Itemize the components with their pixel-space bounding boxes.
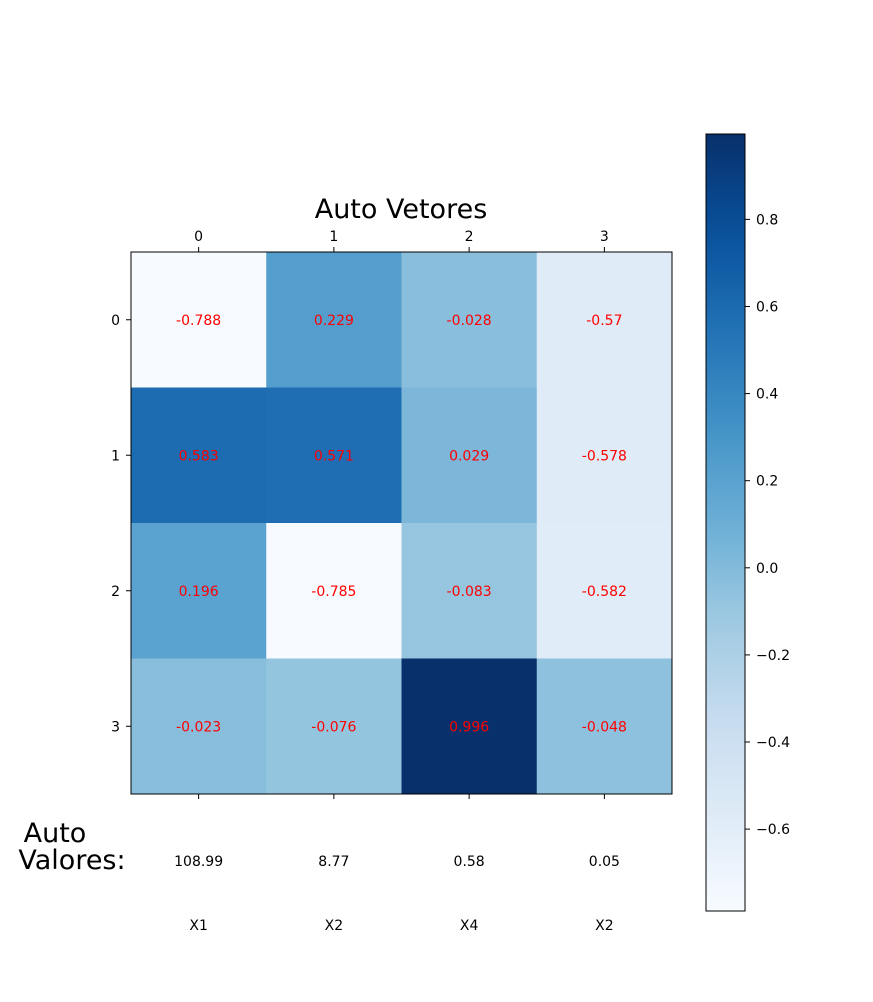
x-axis-ticks: 0 1 2 3 bbox=[194, 229, 609, 799]
heatmap-frame bbox=[130, 251, 673, 795]
x-tick-label-1: 1 bbox=[329, 229, 338, 245]
heatmap-cell-r2-c1 bbox=[266, 523, 402, 659]
heatmap-cells bbox=[131, 252, 673, 795]
colorbar bbox=[705, 133, 746, 912]
variable-1: X2 bbox=[325, 918, 344, 934]
variable-2: X4 bbox=[460, 918, 479, 934]
y-tick-label-0: 0 bbox=[111, 313, 120, 329]
cell-value-r3-c2: 0.996 bbox=[449, 719, 489, 735]
colorbar-tick-label-7: −0.6 bbox=[756, 822, 790, 838]
cell-value-r3-c1: -0.076 bbox=[311, 719, 356, 735]
heatmap-cell-labels: -0.788 0.229 -0.028 -0.57 0.583 0.571 0.029 -0.… bbox=[176, 313, 627, 736]
cell-value-r2-c0: 0.196 bbox=[179, 584, 219, 600]
colorbar-tick-label-1: 0.6 bbox=[756, 299, 778, 315]
cell-value-r3-c3: -0.048 bbox=[582, 719, 627, 735]
x-tick-label-0: 0 bbox=[194, 229, 203, 245]
y-tick-label-2: 2 bbox=[111, 584, 120, 600]
eigenvalue-1: 8.77 bbox=[318, 854, 349, 870]
cell-value-r0-c3: -0.57 bbox=[586, 313, 622, 329]
eigenvalue-0: 108.99 bbox=[174, 854, 223, 870]
heatmap-cell-r0-c2 bbox=[401, 252, 538, 388]
heatmap-cell-r2-c3 bbox=[536, 523, 673, 659]
cell-value-r2-c1: -0.785 bbox=[311, 584, 356, 600]
heatmap-cell-r1-c0 bbox=[131, 387, 267, 524]
heatmap-cell-r0-c0 bbox=[131, 252, 267, 388]
cell-value-r1-c0: 0.583 bbox=[179, 448, 219, 464]
colorbar-tick-label-4: 0.0 bbox=[756, 561, 778, 577]
variable-0: X1 bbox=[189, 918, 208, 934]
heatmap-cell-r2-c0 bbox=[131, 523, 267, 659]
x-tick-label-2: 2 bbox=[465, 229, 474, 245]
cell-value-r2-c2: -0.083 bbox=[447, 584, 492, 600]
heatmap-cell-r3-c3 bbox=[536, 658, 673, 795]
heatmap-cell-r2-c2 bbox=[401, 523, 538, 659]
colorbar-tick-label-6: −0.4 bbox=[756, 735, 790, 751]
cell-value-r1-c3: -0.578 bbox=[582, 448, 627, 464]
cell-value-r0-c1: 0.229 bbox=[314, 313, 354, 329]
heatmap-cell-r3-c1 bbox=[266, 658, 402, 795]
heatmap-cell-r3-c0 bbox=[131, 658, 267, 795]
cell-value-r1-c1: 0.571 bbox=[314, 448, 354, 464]
colorbar-tick-label-2: 0.4 bbox=[756, 387, 778, 403]
cell-value-r0-c2: -0.028 bbox=[447, 313, 492, 329]
colorbar-tick-label-0: 0.8 bbox=[756, 212, 778, 228]
colorbar-tick-label-3: 0.2 bbox=[756, 474, 778, 490]
eigenvalues-row: 108.99 8.77 0.58 0.05 bbox=[174, 854, 620, 870]
variables-row: X1 X2 X4 X2 bbox=[189, 918, 613, 934]
chart-title: Auto Vetores bbox=[315, 194, 488, 225]
y-axis-ticks: 0 1 2 3 bbox=[111, 313, 131, 735]
eigenvalues-label-line2: Valores: bbox=[18, 845, 125, 876]
cell-value-r1-c2: 0.029 bbox=[449, 448, 489, 464]
heatmap-cell-r0-c3 bbox=[536, 252, 673, 388]
heatmap-cell-r1-c3 bbox=[536, 387, 673, 524]
eigenvalues-label-line1: Auto bbox=[24, 818, 87, 849]
heatmap-cell-r1-c2 bbox=[401, 387, 538, 524]
y-tick-label-1: 1 bbox=[111, 448, 120, 464]
cell-value-r2-c3: -0.582 bbox=[582, 584, 627, 600]
cell-value-r3-c0: -0.023 bbox=[176, 719, 221, 735]
heatmap-cell-r1-c1 bbox=[266, 387, 402, 524]
colorbar-ticks: 0.8 0.6 0.4 0.2 0.0 −0.2 −0.4 −0.6 bbox=[745, 212, 790, 838]
heatmap-cell-r0-c1 bbox=[266, 252, 402, 388]
eigenvalue-3: 0.05 bbox=[589, 854, 620, 870]
eigenvalue-2: 0.58 bbox=[454, 854, 485, 870]
variable-3: X2 bbox=[595, 918, 614, 934]
cell-value-r0-c0: -0.788 bbox=[176, 313, 221, 329]
colorbar-tick-label-5: −0.2 bbox=[756, 648, 790, 664]
heatmap-cell-r3-c2 bbox=[401, 658, 538, 795]
y-tick-label-3: 3 bbox=[111, 719, 120, 735]
x-tick-label-3: 3 bbox=[600, 229, 609, 245]
